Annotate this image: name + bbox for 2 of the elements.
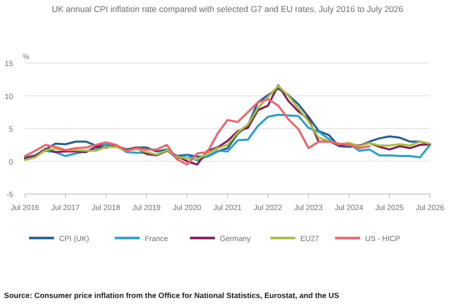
line-series [24, 98, 370, 166]
chart-title: UK annual CPI inflation rate compared with selected G7 and EU rates, July 2016 to July 2026 [52, 4, 404, 14]
